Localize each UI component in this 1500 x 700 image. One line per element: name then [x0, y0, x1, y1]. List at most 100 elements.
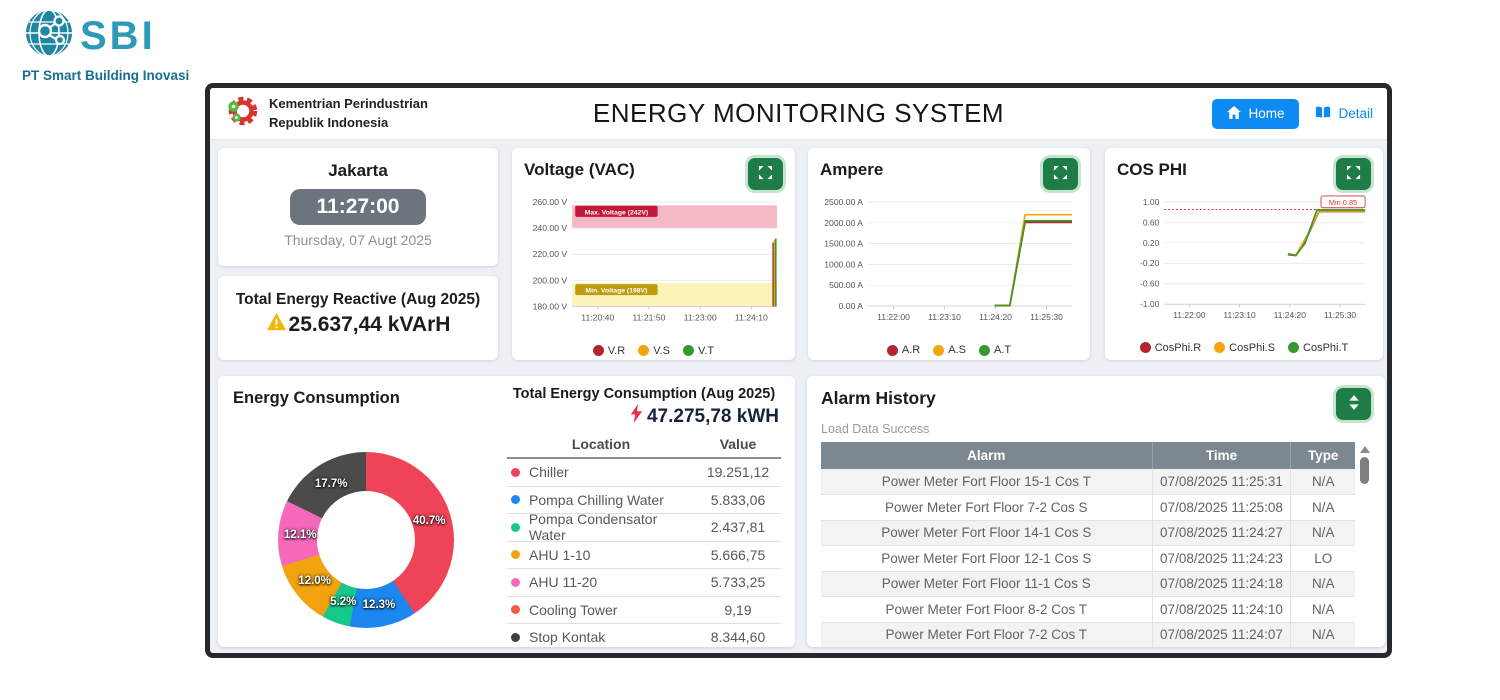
legend-label: CosPhi.S — [1229, 341, 1276, 354]
type-cell: N/A — [1290, 469, 1355, 495]
alarm-col-header[interactable]: Alarm — [821, 442, 1153, 469]
alarm-table-row[interactable]: Power Meter Fort Floor 15-1 Cos T 07/08/2… — [821, 469, 1355, 495]
alarm-scrollbar[interactable] — [1358, 442, 1371, 647]
alarm-table-row[interactable]: Power Meter Fort Floor 7-2 Cos T 07/08/20… — [821, 621, 1355, 647]
total-reactive-card: Total Energy Reactive (Aug 2025) 25.637,… — [218, 276, 498, 360]
total-reactive-value: 25.637,44 kVArH — [288, 312, 451, 336]
type-cell: LO — [1290, 545, 1355, 571]
type-cell: N/A — [1290, 596, 1355, 622]
svg-text:240.00 V: 240.00 V — [533, 223, 568, 233]
location-color-dot — [511, 495, 520, 505]
legend-item[interactable]: V.S — [638, 345, 670, 357]
sort-arrows-icon — [1348, 395, 1360, 413]
svg-text:220.00 V: 220.00 V — [533, 249, 568, 259]
legend-item[interactable]: A.S — [933, 344, 966, 356]
voltage-chart-card: Voltage (VAC) 260.00 V 240.00 V 220.00 V 20… — [512, 148, 795, 360]
scrollbar-thumb[interactable] — [1360, 457, 1369, 484]
legend-item[interactable]: CosPhi.S — [1214, 342, 1275, 354]
svg-text:2500.00 A: 2500.00 A — [824, 197, 863, 207]
svg-text:11:23:10: 11:23:10 — [1223, 310, 1256, 320]
detail-button[interactable]: Detail — [1315, 106, 1373, 122]
clock-card: Jakarta 11:27:00 Thursday, 07 Augt 2025 — [218, 148, 498, 266]
location-label: Stop Kontak — [529, 629, 606, 646]
type-cell: N/A — [1290, 621, 1355, 647]
svg-text:11:22:00: 11:22:00 — [1173, 310, 1206, 320]
legend-item[interactable]: CosPhi.R — [1139, 341, 1202, 354]
svg-text:11:23:10: 11:23:10 — [928, 312, 961, 322]
location-color-dot — [511, 550, 520, 560]
alarm-table-row[interactable]: Power Meter Fort Floor 8-2 Cos T 07/08/20… — [821, 596, 1355, 622]
sbi-company-name: PT Smart Building Inovasi — [22, 68, 190, 83]
svg-text:Max. Voltage (242V): Max. Voltage (242V) — [585, 209, 648, 216]
time-cell: 07/08/2025 11:24:23 — [1151, 545, 1291, 571]
donut-slice-label: 40.7% — [412, 514, 446, 527]
legend-dot — [978, 344, 990, 356]
location-value: 5.666,75 — [710, 546, 766, 563]
svg-text:11:25:30: 11:25:30 — [1030, 312, 1063, 322]
svg-text:500.00 A: 500.00 A — [829, 280, 863, 290]
time-col-header[interactable]: Time — [1151, 442, 1291, 469]
city-label: Jakarta — [328, 161, 388, 180]
alarm-table-row[interactable]: Power Meter Fort Floor 7-2 Cos S 07/08/20… — [821, 494, 1355, 520]
alarm-history-title: Alarm History — [821, 388, 936, 408]
clock-date: Thursday, 07 Augt 2025 — [284, 232, 432, 248]
type-col-header[interactable]: Type — [1290, 442, 1355, 469]
svg-text:11:20:40: 11:20:40 — [581, 312, 614, 322]
location-value: 8.344,60 — [710, 629, 766, 646]
ampere-chart-card: Ampere 2500.00 A 2000.00 A 1500.00 A 1000.0… — [808, 148, 1090, 360]
book-icon — [1315, 106, 1331, 122]
cosphi-chart-card: COS PHI 1.00 0.60 0.20 -0.20 -0.60 -1.00 11:22… — [1105, 148, 1383, 360]
alarm-cell: Power Meter Fort Floor 7-2 Cos S — [821, 494, 1153, 520]
legend-label: CosPhi.R — [1154, 341, 1202, 354]
svg-text:11:23:00: 11:23:00 — [684, 312, 717, 322]
time-cell: 07/08/2025 11:24:18 — [1151, 570, 1291, 597]
cosphi-expand-button[interactable] — [1336, 158, 1371, 190]
header-bar: Kementrian Perindustrian Republik Indone… — [210, 88, 1387, 140]
cosphi-chart-title: COS PHI — [1117, 160, 1187, 179]
alarm-table-row[interactable]: Power Meter Fort Floor 14-1 Cos S 07/08/2… — [821, 519, 1355, 546]
sbi-wordmark: SBI — [80, 13, 156, 58]
svg-text:0.00 A: 0.00 A — [839, 301, 864, 311]
legend-item[interactable]: CosPhi.T — [1288, 342, 1348, 354]
legend-label: A.S — [948, 344, 966, 356]
alarm-cell: Power Meter Fort Floor 7-2 Cos T — [821, 621, 1153, 647]
donut-slice-label: 17.7% — [314, 477, 348, 490]
energy-consumption-title: Energy Consumption — [233, 389, 400, 407]
alarm-table-row[interactable]: Power Meter Fort Floor 12-1 Cos S 07/08/2… — [821, 545, 1355, 571]
energy-col-value: Value — [719, 436, 757, 452]
svg-text:260.00 V: 260.00 V — [533, 197, 568, 207]
alarm-sort-button[interactable] — [1336, 388, 1371, 420]
voltage-expand-button[interactable] — [748, 158, 783, 190]
time-cell: 07/08/2025 11:24:10 — [1151, 596, 1291, 622]
legend-item[interactable]: A.R — [886, 344, 920, 356]
svg-text:11:24:20: 11:24:20 — [1274, 310, 1307, 320]
location-value: 19.251,12 — [706, 464, 770, 481]
scroll-up-icon[interactable] — [1359, 446, 1370, 453]
alarm-table-row[interactable]: Power Meter Fort Floor 11-1 Cos S 07/08/2… — [821, 570, 1355, 597]
type-cell: N/A — [1290, 519, 1355, 546]
location-color-dot — [511, 467, 520, 477]
alarm-history-card: Alarm History Load Data Success Alarm Ti… — [807, 376, 1385, 647]
energy-total-value: 47.275,78 kWH — [646, 405, 779, 427]
clock-time: 11:27:00 — [289, 189, 427, 225]
sbi-logo: SBI PT Smart Building Inovasi — [22, 6, 212, 83]
alarm-cell: Power Meter Fort Floor 12-1 Cos S — [821, 545, 1153, 571]
location-color-dot — [511, 522, 520, 532]
warning-icon — [266, 312, 287, 337]
energy-table-row: AHU 1-10 5.666,75 — [507, 542, 781, 569]
energy-table-row: Cooling Tower 9,19 — [507, 597, 781, 624]
donut-slice-label: 12.1% — [283, 528, 317, 541]
ampere-chart-title: Ampere — [820, 160, 884, 179]
energy-table-body: Chiller 19.251,12 Pompa Chilling Water 5.83… — [507, 459, 781, 647]
legend-item[interactable]: V.T — [682, 345, 714, 357]
home-button[interactable]: Home — [1212, 98, 1300, 129]
location-label: Cooling Tower — [529, 601, 618, 618]
legend-label: A.T — [993, 344, 1012, 356]
svg-text:11:22:00: 11:22:00 — [877, 312, 910, 322]
type-cell: N/A — [1290, 570, 1355, 597]
legend-item[interactable]: V.R — [592, 345, 625, 357]
location-value: 5.733,25 — [710, 574, 766, 591]
ministry-logo-block: Kementrian Perindustrian Republik Indone… — [224, 93, 428, 134]
ampere-expand-button[interactable] — [1043, 158, 1078, 190]
legend-item[interactable]: A.T — [978, 344, 1012, 356]
